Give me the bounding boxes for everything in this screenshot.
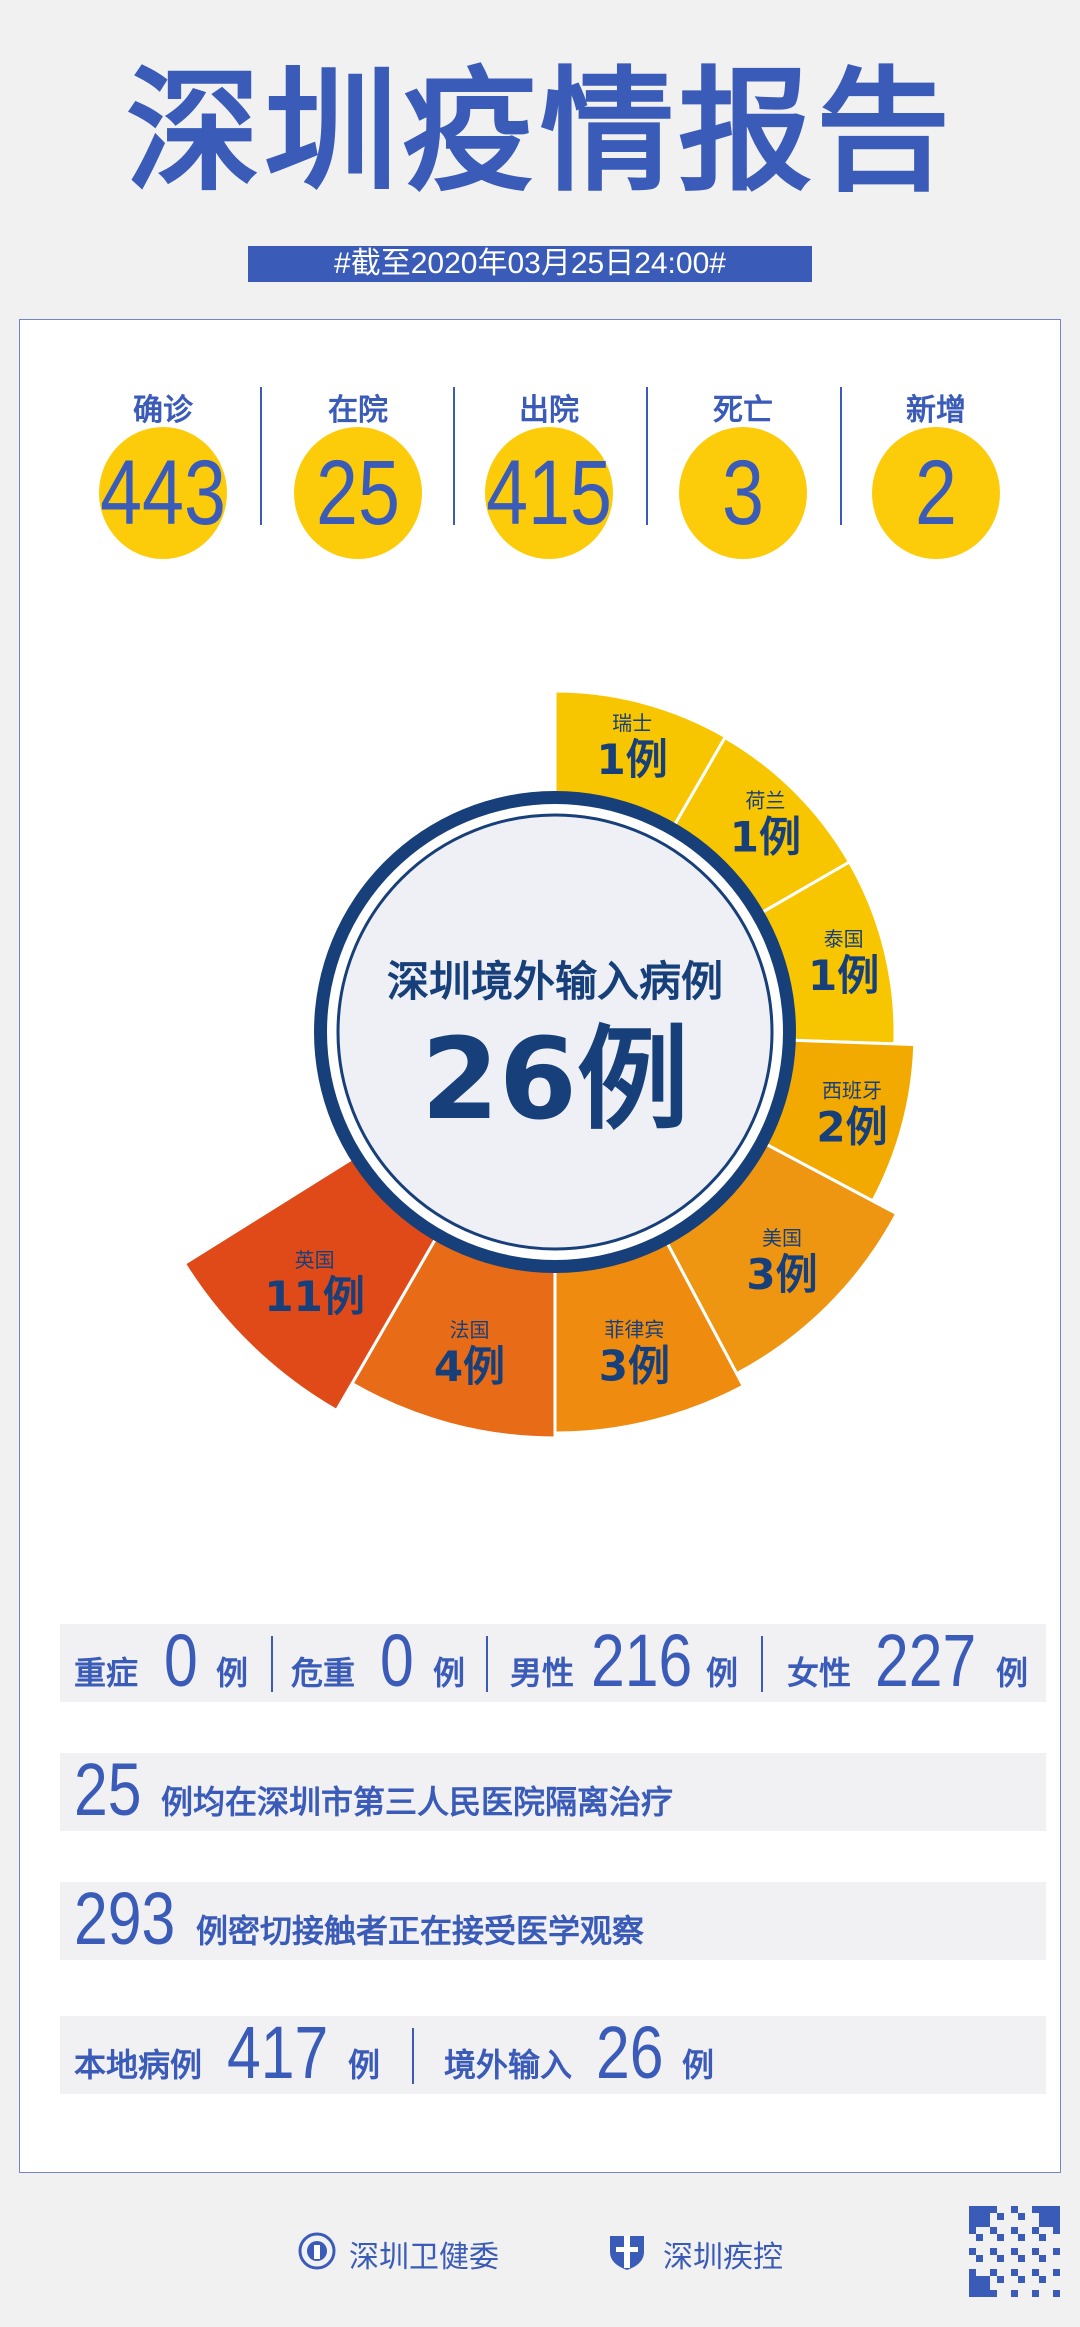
segment-label: 泰国: [824, 927, 864, 951]
unit: 例: [348, 2046, 381, 2084]
cdc-shield-icon: [610, 2236, 644, 2270]
value-hospital: 25: [74, 1748, 142, 1831]
segment-label: 西班牙: [822, 1079, 882, 1103]
stat-label-new: 新增: [906, 393, 966, 428]
segment-value: 2例: [816, 1103, 887, 1152]
severity-gender-row: 重症 0 例 危重 0 例 男性 216 例 女性 227 例: [60, 1624, 1046, 1702]
stat-circle: [485, 427, 613, 559]
label-severe: 重症: [74, 1654, 139, 1692]
segment-value: 11例: [264, 1272, 364, 1321]
value-male: 216: [591, 1619, 693, 1702]
segment-label: 瑞士: [612, 711, 652, 735]
label-local: 本地病例: [74, 2046, 203, 2084]
stat-label-discharged: 出院: [519, 393, 579, 428]
origin-row: 本地病例 417 例 境外输入 26 例: [60, 2016, 1046, 2094]
unit: 例: [433, 1654, 466, 1692]
value-local: 417: [227, 2011, 329, 2094]
label-imported: 境外输入: [444, 2046, 573, 2084]
value-female: 227: [875, 1619, 977, 1702]
unit: 例: [996, 1654, 1029, 1692]
segment-value: 3例: [746, 1250, 817, 1299]
contacts-row: 293 例密切接触者正在接受医学观察: [60, 1882, 1046, 1960]
segment-label: 美国: [762, 1226, 802, 1250]
hospital-row: 25 例均在深圳市第三人民医院隔离治疗: [60, 1753, 1046, 1831]
label-female: 女性: [787, 1654, 852, 1692]
chart-title: 深圳境外输入病例: [387, 957, 723, 1006]
stat-value-discharged: 415: [486, 442, 612, 544]
value-imported: 26: [596, 2011, 664, 2094]
page-title: 深圳疫情报告: [125, 54, 954, 210]
stat-value-new: 2: [915, 442, 957, 544]
footer-org-health-commission: 深圳卫健委: [349, 2240, 499, 2275]
segment-label: 菲律宾: [604, 1317, 664, 1341]
segment-value: 1例: [730, 813, 801, 862]
value-contacts: 293: [74, 1877, 176, 1960]
stat-label-confirmed: 确诊: [133, 393, 193, 428]
stat-label-deaths: 死亡: [713, 393, 773, 428]
hospital-text: 例均在深圳市第三人民医院隔离治疗: [161, 1783, 674, 1821]
footer-org-cdc: 深圳疾控: [663, 2240, 783, 2275]
divider: [412, 2028, 414, 2084]
qr-code-icon[interactable]: [968, 2205, 1061, 2298]
stat-value-confirmed: 443: [100, 442, 226, 544]
contacts-text: 例密切接触者正在接受医学观察: [196, 1912, 645, 1950]
divider: [761, 1636, 763, 1692]
value-severe: 0: [164, 1619, 198, 1702]
divider: [486, 1636, 488, 1692]
stat-circle: [294, 427, 422, 559]
segment-label: 英国: [295, 1248, 335, 1272]
value-critical: 0: [380, 1619, 414, 1702]
unit: 例: [682, 2046, 715, 2084]
unit: 例: [216, 1654, 249, 1692]
divider: [260, 387, 262, 525]
stat-circle: [679, 427, 807, 559]
label-critical: 危重: [291, 1654, 356, 1692]
divider: [453, 387, 455, 525]
center-disc: [336, 813, 774, 1251]
segment-label: 荷兰: [745, 789, 785, 813]
stat-value-hospitalized: 25: [316, 442, 400, 544]
stat-label-hospitalized: 在院: [328, 393, 388, 428]
label-male: 男性: [510, 1654, 575, 1692]
divider: [646, 387, 648, 525]
segment-value: 4例: [434, 1342, 505, 1391]
chart-total: 26例: [421, 1015, 689, 1145]
stat-circle: [872, 427, 1000, 559]
segment-value: 1例: [597, 735, 668, 784]
imported-cases-chart: 深圳境外输入病例 26例 瑞士1例荷兰1例泰国1例西班牙2例美国3例菲律宾3例法…: [182, 689, 917, 1440]
stat-circle: [99, 427, 227, 559]
unit: 例: [706, 1654, 739, 1692]
segment-value: 3例: [599, 1341, 670, 1390]
segment-value: 1例: [808, 951, 879, 1000]
health-commission-logo-icon: [298, 2232, 336, 2270]
divider: [271, 1636, 273, 1692]
stat-value-deaths: 3: [722, 442, 764, 544]
report-date: #截至2020年03月25日24:00#: [248, 246, 812, 282]
divider: [840, 387, 842, 525]
segment-label: 法国: [449, 1318, 489, 1342]
